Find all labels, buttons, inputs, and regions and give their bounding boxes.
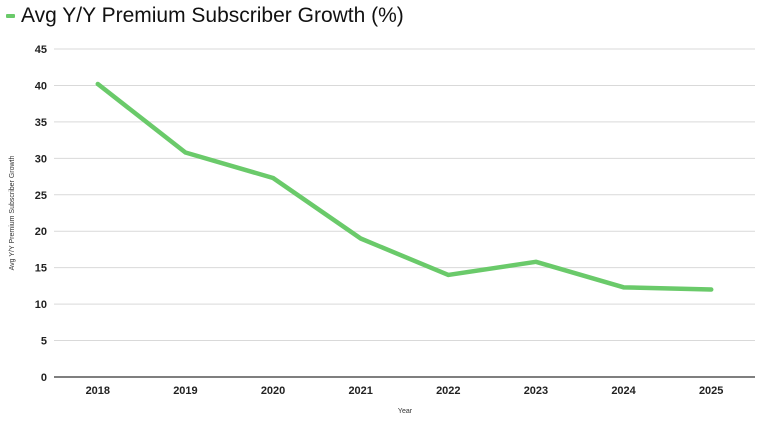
x-tick-label: 2023 — [524, 385, 548, 397]
y-tick-label: 5 — [41, 336, 47, 348]
data-point — [533, 259, 538, 264]
data-point — [621, 285, 626, 290]
legend-swatch — [6, 14, 15, 18]
data-point — [271, 176, 276, 181]
x-tick-label: 2022 — [436, 385, 460, 397]
x-axis-ticks: 2018 2019 2020 2021 2022 2023 2024 2025 — [86, 385, 724, 397]
y-axis-label: Avg Y/Y Premium Subscriber Growth — [9, 156, 16, 271]
y-tick-label: 10 — [35, 299, 47, 311]
legend-label: Avg Y/Y Premium Subscriber Growth (%) — [21, 4, 404, 27]
data-point — [183, 150, 188, 155]
y-tick-label: 35 — [35, 117, 47, 129]
data-point — [709, 287, 714, 292]
y-tick-label: 45 — [35, 44, 47, 56]
y-tick-label: 15 — [35, 263, 47, 275]
x-tick-label: 2024 — [611, 385, 636, 397]
x-tick-label: 2025 — [699, 385, 723, 397]
data-point — [358, 236, 363, 241]
x-tick-label: 2020 — [261, 385, 285, 397]
y-tick-label: 40 — [35, 80, 47, 92]
y-tick-label: 0 — [41, 372, 47, 384]
x-axis-label: Year — [398, 408, 413, 415]
x-tick-label: 2019 — [173, 385, 197, 397]
y-tick-label: 20 — [35, 226, 47, 238]
y-tick-label: 25 — [35, 190, 47, 202]
series-line — [95, 81, 714, 292]
x-tick-label: 2021 — [348, 385, 372, 397]
x-tick-label: 2018 — [86, 385, 110, 397]
chart-legend: Avg Y/Y Premium Subscriber Growth (%) — [6, 2, 404, 30]
y-tick-label: 30 — [35, 153, 47, 165]
series-layer — [95, 81, 714, 292]
grid-lines — [54, 48, 755, 378]
y-axis-ticks: 0 5 10 15 20 25 30 35 40 45 — [35, 44, 47, 384]
data-point — [446, 272, 451, 277]
data-point — [95, 81, 100, 86]
